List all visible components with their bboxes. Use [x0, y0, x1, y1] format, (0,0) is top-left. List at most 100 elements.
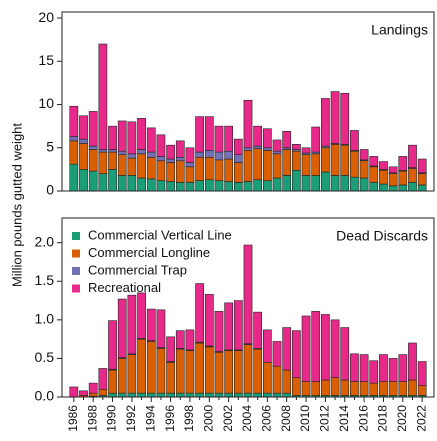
bar-segment [262, 150, 272, 181]
bar-segment [69, 136, 79, 142]
bar-segment [369, 382, 379, 396]
bar-segment [175, 330, 185, 349]
bar-segment [108, 151, 117, 170]
bar-segment [330, 144, 340, 176]
bar-segment [127, 121, 137, 155]
bar-segment [311, 126, 321, 153]
panel-title: Dead Discards [336, 228, 428, 244]
bar-segment [137, 177, 146, 192]
bar-segment [204, 179, 214, 192]
bar-segment [108, 149, 117, 153]
legend-label: Commercial Longline [88, 245, 210, 260]
bar-segment [117, 150, 127, 155]
bar-segment [108, 392, 117, 398]
bar-segment [282, 369, 292, 394]
bar-segment [417, 385, 427, 396]
bar-segment [117, 120, 127, 152]
bar-segment [253, 145, 263, 149]
bar-segment [350, 176, 359, 192]
bar-segment [98, 388, 108, 396]
bar-segment [108, 369, 117, 394]
bar-segment [195, 283, 204, 343]
x-tick-label: 2020 [395, 405, 409, 432]
bar-segment [224, 158, 234, 182]
bar-segment [359, 354, 369, 382]
bar-segment [224, 181, 234, 192]
bar-segment [137, 153, 146, 179]
bar-segment [359, 381, 369, 396]
x-tick-label: 2006 [260, 405, 274, 432]
bar-segment [417, 361, 427, 386]
bar-segment [330, 377, 340, 396]
bar-segment [340, 144, 350, 176]
x-tick-label: 2008 [279, 405, 293, 432]
bar-segment [195, 180, 204, 192]
bar-segment [204, 156, 214, 181]
bar-segment [243, 244, 253, 345]
bar-segment [214, 151, 224, 161]
bar-segment [359, 149, 369, 161]
bar-segment [301, 154, 311, 176]
bar-segment [233, 154, 243, 163]
bar-segment [185, 166, 195, 183]
bar-segment [321, 379, 330, 396]
bar-segment [175, 182, 185, 192]
legend-swatch [72, 249, 80, 258]
bar-segment [243, 147, 253, 151]
bar-segment [214, 351, 224, 394]
y-axis-label: Million pounds gutted weight [9, 123, 24, 287]
bar-segment [321, 171, 330, 192]
bar-segment [282, 131, 292, 149]
bar-segment [282, 149, 292, 176]
bar-segment [379, 183, 388, 192]
bar-segment [330, 91, 340, 144]
bar-segment [146, 392, 156, 398]
bar-segment [340, 327, 350, 381]
bar-segment [146, 308, 156, 341]
bar-segment [292, 144, 301, 150]
legend-swatch [72, 232, 80, 240]
bar-segment [253, 148, 263, 181]
bar-segment [137, 392, 146, 398]
x-tick-label: 1994 [143, 405, 157, 432]
bar-segment [408, 144, 417, 168]
x-tick-label: 1990 [105, 405, 119, 432]
bar-segment [137, 118, 146, 150]
bar-segment [340, 175, 350, 192]
bar-segment [408, 168, 417, 183]
bar-segment [282, 175, 292, 192]
x-tick-label: 2012 [318, 405, 332, 432]
bar-segment [369, 156, 379, 167]
bar-segment [175, 348, 185, 394]
bar-segment [369, 360, 379, 384]
y-tick-label: 0.0 [35, 388, 55, 404]
bar-segment [127, 157, 137, 176]
bar-segment [233, 392, 243, 398]
bar-segment [330, 319, 340, 379]
bar-segment [292, 377, 301, 396]
bar-segment [195, 342, 204, 394]
bar-segment [195, 116, 204, 153]
bar-segment [388, 381, 398, 396]
bar-segment [156, 156, 166, 162]
x-tick-label: 2018 [376, 405, 390, 432]
bar-segment [243, 181, 253, 192]
bar-segment [98, 149, 108, 153]
plot-frame [61, 11, 435, 192]
bar-segment [369, 182, 379, 192]
bar-segment [388, 358, 398, 382]
x-tick-label: 2004 [240, 405, 254, 432]
bar-segment [79, 138, 88, 144]
y-tick-label: 15 [38, 52, 54, 68]
bar-segment [166, 392, 175, 398]
bar-segment [214, 180, 224, 192]
bar-segment [214, 159, 224, 181]
bar-segment [379, 161, 388, 170]
bar-segment [175, 156, 185, 162]
bar-segment [79, 169, 88, 192]
bar-segment [98, 173, 108, 192]
bar-segment [272, 392, 282, 398]
y-tick-label: 0 [46, 182, 54, 198]
bar-segment [175, 392, 185, 398]
